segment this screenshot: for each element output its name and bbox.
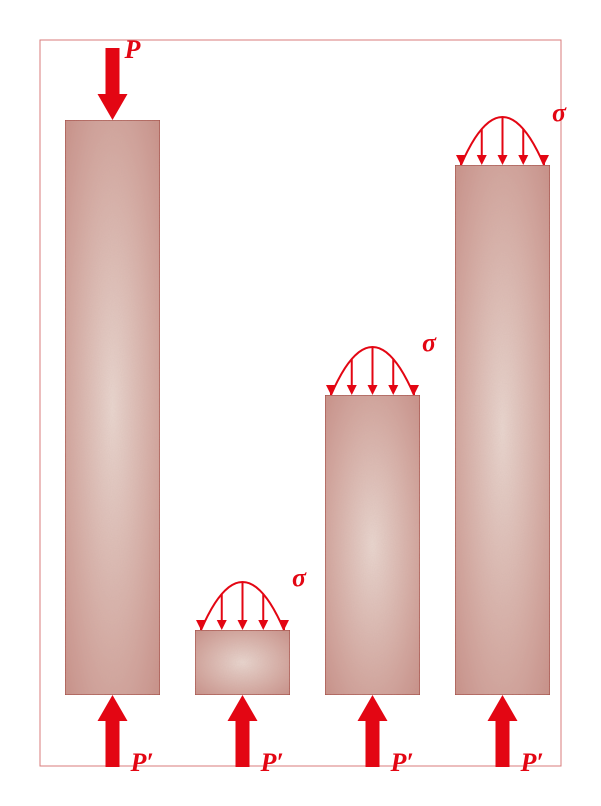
label-Pprime-4: P′ <box>520 748 544 777</box>
label-sigma-4: σ <box>552 98 567 127</box>
dist-load-4-head <box>498 155 508 165</box>
dist-load-2 <box>196 582 289 630</box>
dist-load-2-head <box>238 620 248 630</box>
dist-load-3 <box>326 347 419 395</box>
dist-load-2-head <box>258 620 268 630</box>
bar-4 <box>455 165 550 695</box>
label-Pprime-3: P′ <box>390 748 414 777</box>
arrow-Pprime-2 <box>228 695 258 767</box>
dist-load-3-head <box>388 385 398 395</box>
dist-load-3-head <box>368 385 378 395</box>
bar-2-rect <box>195 630 290 695</box>
dist-load-2-head <box>196 620 206 630</box>
arrow-P-top <box>98 48 128 120</box>
arrow-Pprime-1 <box>98 695 128 767</box>
bar-3 <box>325 395 420 695</box>
dist-load-4-head <box>477 155 487 165</box>
dist-load-3-head <box>326 385 336 395</box>
dist-load-2-head <box>279 620 289 630</box>
arrow-Pprime-4 <box>488 695 518 767</box>
dist-load-4 <box>456 117 549 165</box>
label-sigma-2: σ <box>292 563 307 592</box>
label-P: P <box>124 35 142 64</box>
bar-3-rect <box>325 395 420 695</box>
dist-load-4-head <box>518 155 528 165</box>
bar-1 <box>65 120 160 695</box>
label-Pprime-2: P′ <box>260 748 284 777</box>
dist-load-2-head <box>217 620 227 630</box>
bar-2 <box>195 630 290 695</box>
dist-load-3-head <box>347 385 357 395</box>
label-Pprime-1: P′ <box>130 748 154 777</box>
dist-load-3-head <box>409 385 419 395</box>
dist-load-4-head <box>456 155 466 165</box>
label-sigma-3: σ <box>422 328 437 357</box>
arrow-Pprime-3 <box>358 695 388 767</box>
bar-1-rect <box>65 120 160 695</box>
dist-load-4-head <box>539 155 549 165</box>
bar-4-rect <box>455 165 550 695</box>
